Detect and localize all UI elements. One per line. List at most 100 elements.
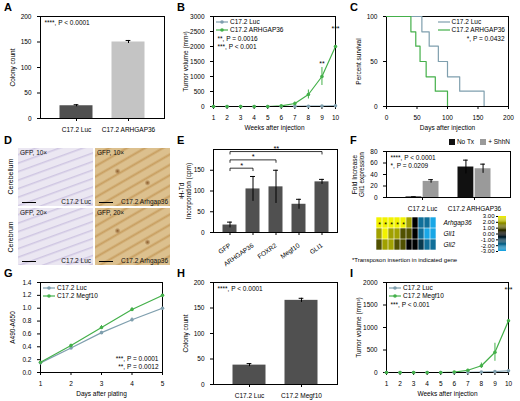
svg-text:20: 20	[370, 182, 378, 189]
svg-text:50: 50	[370, 58, 378, 65]
svg-text:*: *	[252, 152, 255, 161]
svg-text:*, P = 0.0209: *, P = 0.0209	[391, 162, 429, 169]
svg-text:3: 3	[412, 380, 416, 387]
svg-text:Colony count: Colony count	[9, 48, 17, 86]
svg-text:Arhgap36: Arhgap36	[443, 219, 473, 227]
svg-text:Tumor volume (mm³): Tumor volume (mm³)	[355, 297, 363, 357]
svg-text:1.0: 1.0	[22, 304, 31, 311]
svg-text:50: 50	[413, 114, 421, 121]
svg-text:2500: 2500	[190, 28, 205, 35]
svg-text:GFP: GFP	[217, 242, 232, 255]
svg-text:8: 8	[480, 380, 484, 387]
svg-text:4: 4	[130, 380, 134, 387]
svg-text:3: 3	[100, 380, 104, 387]
svg-text:200: 200	[21, 13, 32, 20]
svg-text:5: 5	[266, 114, 270, 121]
svg-text:C17.2 Luc: C17.2 Luc	[408, 205, 438, 212]
svg-text:40: 40	[370, 171, 378, 178]
svg-text:8: 8	[307, 114, 311, 121]
svg-text:*, P = 0.0432: *, P = 0.0432	[467, 35, 505, 42]
svg-text:C17.2 Luc: C17.2 Luc	[235, 392, 265, 399]
svg-text:0: 0	[374, 103, 378, 110]
svg-text:200: 200	[194, 279, 205, 286]
svg-text:Fold IncreaseGli1 expression: Fold IncreaseGli1 expression	[351, 152, 366, 197]
svg-text:2: 2	[398, 380, 402, 387]
svg-text:*: *	[384, 221, 387, 228]
svg-text:FOXR2: FOXR2	[256, 241, 278, 259]
svg-text:1: 1	[212, 114, 216, 121]
svg-text:150: 150	[194, 304, 205, 311]
svg-text:0: 0	[385, 114, 389, 121]
svg-text:***, P < 0.001: ***, P < 0.001	[391, 301, 430, 308]
svg-text:50: 50	[24, 89, 32, 96]
svg-text:0.4: 0.4	[22, 343, 31, 350]
svg-text:***, P < 0.001: ***, P < 0.001	[218, 43, 257, 50]
svg-text:6: 6	[452, 380, 456, 387]
svg-text:0: 0	[374, 194, 378, 201]
svg-text:*: *	[402, 221, 405, 228]
svg-text:**, P = 0.0016: **, P = 0.0016	[218, 35, 259, 42]
svg-text:C17.2 Luc: C17.2 Luc	[62, 126, 92, 133]
svg-text:*: *	[240, 161, 243, 170]
svg-text:Gli1: Gli1	[444, 230, 456, 237]
svg-text:Weeks after injection: Weeks after injection	[417, 390, 478, 398]
svg-text:0: 0	[28, 115, 32, 122]
svg-text:***, P = 0.0001: ***, P = 0.0001	[116, 355, 159, 362]
svg-text:500: 500	[194, 88, 205, 95]
svg-text:**: **	[273, 144, 279, 153]
svg-text:10: 10	[505, 380, 513, 387]
svg-text:4: 4	[252, 114, 256, 121]
svg-text:2000: 2000	[363, 279, 378, 286]
svg-text:1000: 1000	[190, 73, 205, 80]
svg-text:0: 0	[374, 369, 378, 376]
svg-text:GLI1: GLI1	[308, 241, 324, 255]
svg-text:0.8: 0.8	[22, 317, 31, 324]
svg-text:*: *	[390, 221, 393, 228]
svg-text:Weeks after injection: Weeks after injection	[244, 124, 305, 132]
svg-text:10: 10	[332, 114, 340, 121]
svg-text:0: 0	[201, 381, 205, 388]
svg-text:150: 150	[473, 114, 484, 121]
svg-text:0.6: 0.6	[22, 330, 31, 337]
svg-text:Days after injection: Days after injection	[420, 124, 476, 132]
svg-text:9: 9	[320, 114, 324, 121]
svg-text:150: 150	[21, 38, 32, 45]
svg-text:150: 150	[194, 166, 205, 173]
svg-text:1.2: 1.2	[22, 291, 31, 298]
svg-text:100: 100	[194, 187, 205, 194]
svg-text:1500: 1500	[190, 58, 205, 65]
svg-text:2: 2	[225, 114, 229, 121]
svg-text:0: 0	[201, 103, 205, 110]
svg-text:Colony count: Colony count	[182, 314, 190, 352]
svg-text:80: 80	[370, 148, 378, 155]
svg-text:Days after plating: Days after plating	[76, 390, 127, 398]
svg-text:7: 7	[293, 114, 297, 121]
svg-text:60: 60	[370, 159, 378, 166]
svg-text:6: 6	[279, 114, 283, 121]
svg-text:0.2: 0.2	[22, 356, 31, 363]
svg-text:100: 100	[367, 13, 378, 20]
svg-text:5: 5	[161, 380, 165, 387]
svg-text:1: 1	[39, 380, 43, 387]
svg-text:*: *	[378, 221, 381, 228]
svg-text:9: 9	[493, 380, 497, 387]
svg-text:1: 1	[385, 380, 389, 387]
svg-text:****, P < 0.0001: ****, P < 0.0001	[218, 285, 264, 292]
svg-text:Gli2: Gli2	[444, 241, 456, 248]
svg-text:0.0: 0.0	[22, 369, 31, 376]
svg-text:³H-TdIncorporation (cpm): ³H-TdIncorporation (cpm)	[178, 163, 193, 219]
svg-text:4: 4	[425, 380, 429, 387]
svg-text:5: 5	[439, 380, 443, 387]
svg-text:ARHGAP36: ARHGAP36	[222, 241, 255, 267]
svg-text:***: ***	[331, 25, 339, 32]
svg-text:C17.2 ARHGAP36: C17.2 ARHGAP36	[102, 126, 156, 133]
svg-text:3000: 3000	[190, 13, 205, 20]
svg-text:2000: 2000	[190, 43, 205, 50]
svg-text:C17.2 ARHGAP36: C17.2 ARHGAP36	[448, 205, 502, 212]
svg-text:A490-A650: A490-A650	[9, 311, 16, 344]
svg-text:500: 500	[367, 346, 378, 353]
svg-text:2: 2	[69, 380, 73, 387]
svg-text:100: 100	[194, 330, 205, 337]
svg-text:50: 50	[197, 355, 205, 362]
svg-text:200: 200	[503, 114, 514, 121]
